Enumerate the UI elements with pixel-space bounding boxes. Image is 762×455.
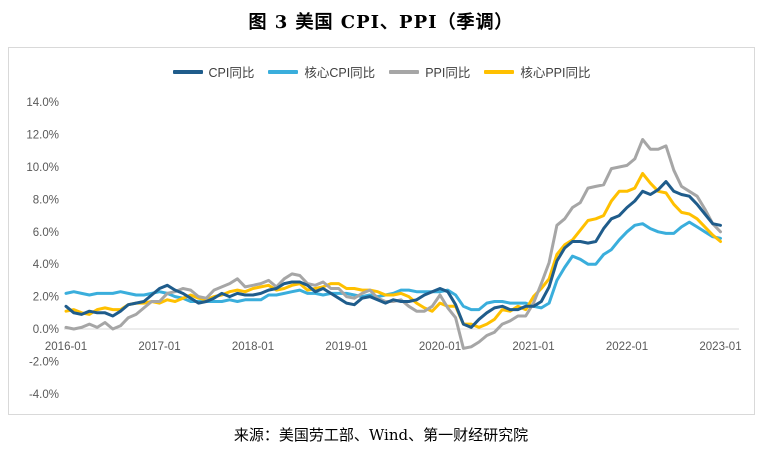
y-tick-label: 14.0% — [26, 97, 59, 109]
source-note: 来源：美国劳工部、Wind、第一财经研究院 — [233, 426, 529, 444]
y-tick-label: 10.0% — [26, 162, 59, 174]
y-tick-label: 4.0% — [33, 259, 59, 271]
legend-item-PPI同比: PPI同比 — [389, 62, 470, 81]
series-line-CPI同比 — [64, 180, 722, 329]
legend-item-核心PPI同比: 核心PPI同比 — [484, 62, 591, 81]
legend-swatch-icon — [484, 69, 515, 74]
chart-legend: CPI同比 核心CPI同比 PPI同比 核心PPI同比 — [9, 62, 754, 81]
y-tick-label: 12.0% — [26, 130, 59, 142]
x-tick-label: 2017-01 — [138, 341, 180, 353]
page-title: 图 3 美国 CPI、PPI（季调） — [248, 12, 514, 33]
y-tick-label: 8.0% — [33, 194, 59, 206]
series-line-PPI同比 — [64, 138, 722, 350]
y-tick-label: -4.0% — [29, 389, 59, 401]
y-tick-label: 6.0% — [33, 227, 59, 239]
x-tick-label: 2022-01 — [606, 341, 648, 353]
y-tick-label: 2.0% — [33, 292, 59, 304]
x-tick-label: 2020-01 — [419, 341, 461, 353]
chart-frame: CPI同比 核心CPI同比 PPI同比 核心PPI同比 14.0% 12.0% 10.0%… — [8, 47, 755, 415]
legend-label: CPI同比 — [208, 66, 255, 80]
plot-svg: 14.0% 12.0% 10.0% 8.0% 6.0% 4.0% 2.0% 0.0% -2.0%… — [26, 97, 741, 401]
legend-label: PPI同比 — [425, 66, 471, 80]
x-tick-label: 2023-01 — [699, 341, 741, 353]
legend-item-核心CPI同比: 核心CPI同比 — [268, 62, 375, 81]
legend-swatch-icon — [268, 69, 299, 74]
y-tick-label: -2.0% — [29, 356, 59, 368]
x-tick-label: 2021-01 — [512, 341, 554, 353]
legend-label: 核心CPI同比 — [304, 66, 376, 80]
series-line-核心PPI同比 — [64, 172, 722, 329]
legend-swatch-icon — [172, 69, 203, 74]
legend-item-CPI同比: CPI同比 — [172, 62, 255, 81]
legend-swatch-icon — [389, 69, 420, 74]
x-tick-label: 2018-01 — [232, 341, 274, 353]
x-tick-label: 2019-01 — [325, 341, 367, 353]
series-line-核心CPI同比 — [64, 220, 722, 312]
x-tick-label: 2016-01 — [45, 341, 87, 353]
y-tick-label: 0.0% — [33, 324, 59, 336]
legend-label: 核心PPI同比 — [520, 66, 591, 80]
